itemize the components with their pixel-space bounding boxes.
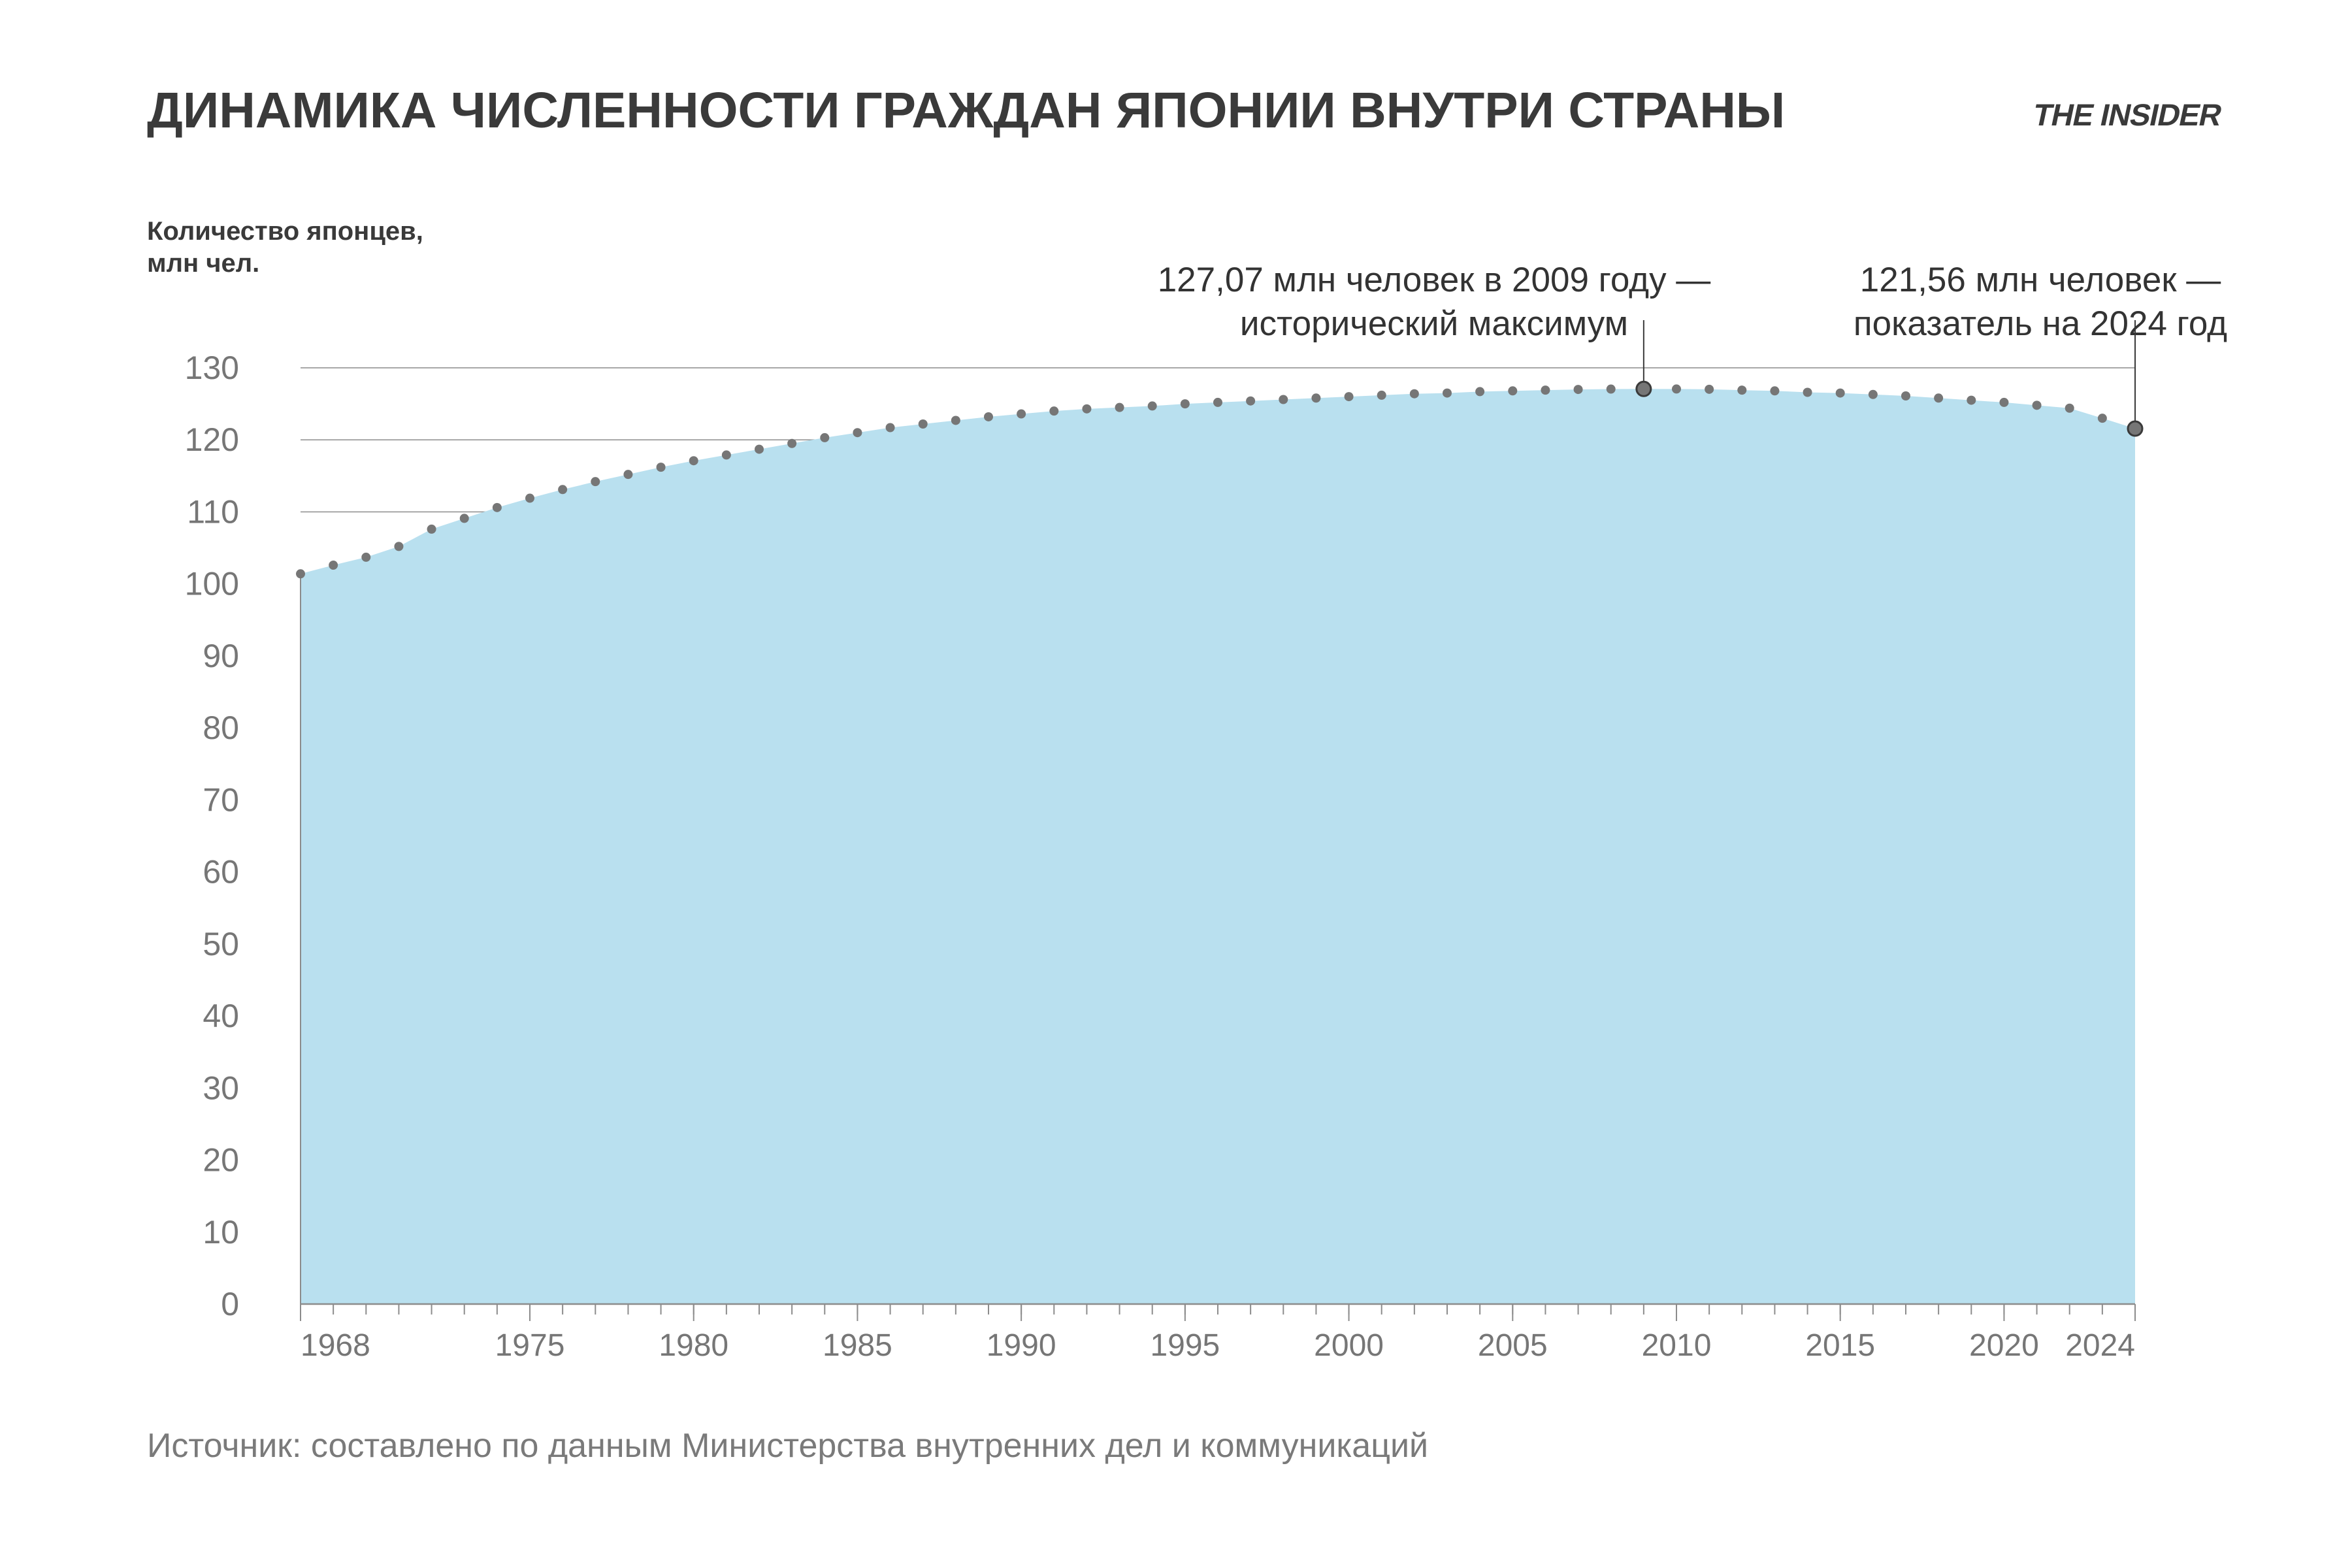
svg-text:2010: 2010 <box>1642 1328 1712 1363</box>
svg-text:1990: 1990 <box>987 1328 1056 1363</box>
svg-text:80: 80 <box>203 710 239 746</box>
svg-text:40: 40 <box>203 998 239 1034</box>
svg-text:1975: 1975 <box>495 1328 565 1363</box>
svg-text:10: 10 <box>203 1214 239 1250</box>
svg-text:30: 30 <box>203 1070 239 1106</box>
svg-text:70: 70 <box>203 781 239 818</box>
svg-text:60: 60 <box>203 854 239 890</box>
svg-text:2000: 2000 <box>1314 1328 1384 1363</box>
svg-text:1985: 1985 <box>823 1328 892 1363</box>
svg-text:0: 0 <box>221 1286 239 1322</box>
svg-text:2015: 2015 <box>1805 1328 1875 1363</box>
svg-text:2024: 2024 <box>2065 1328 2135 1363</box>
svg-text:2005: 2005 <box>1478 1328 1548 1363</box>
svg-text:90: 90 <box>203 638 239 674</box>
svg-text:1968: 1968 <box>301 1328 370 1363</box>
svg-text:100: 100 <box>185 566 239 602</box>
svg-text:110: 110 <box>187 493 239 530</box>
svg-text:20: 20 <box>203 1142 239 1179</box>
svg-text:120: 120 <box>185 421 239 458</box>
svg-text:1995: 1995 <box>1150 1328 1220 1363</box>
svg-text:50: 50 <box>203 926 239 962</box>
svg-text:130: 130 <box>185 350 239 386</box>
svg-text:2020: 2020 <box>1969 1328 2039 1363</box>
svg-text:1980: 1980 <box>659 1328 728 1363</box>
